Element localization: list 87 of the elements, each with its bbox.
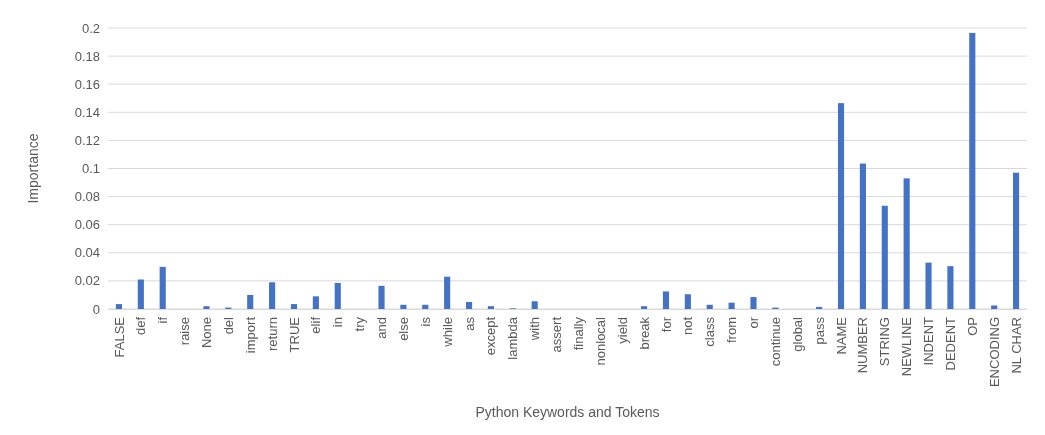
bar: [531, 301, 538, 309]
x-tick-label: except: [483, 316, 499, 356]
bar: [859, 163, 866, 309]
x-tick-label: def: [133, 316, 149, 336]
x-tick-label: lambda: [505, 316, 521, 360]
bar: [465, 301, 473, 309]
x-tick-label: assert: [549, 316, 565, 353]
x-tick-label: in: [330, 317, 346, 328]
x-tick-label: break: [636, 316, 652, 350]
y-tick-label: 0.04: [74, 245, 100, 261]
bar: [115, 304, 122, 309]
bar: [947, 266, 954, 309]
bar: [269, 282, 276, 309]
x-tick-label: import: [242, 316, 258, 354]
y-tick-label: 0: [92, 301, 100, 317]
x-tick-label: NL CHAR: [1008, 317, 1024, 374]
x-tick-label: NUMBER: [855, 317, 871, 374]
x-tick-label: if: [155, 316, 171, 324]
x-tick-label: finally: [570, 316, 586, 351]
x-tick-label: pass: [811, 316, 827, 345]
bar: [137, 279, 144, 309]
bar: [728, 302, 735, 309]
x-tick-label: nonlocal: [592, 316, 608, 366]
x-tick-label: global: [789, 316, 805, 352]
bar: [334, 283, 341, 309]
x-tick-label: for: [658, 316, 674, 333]
x-tick-label: return: [264, 317, 280, 351]
x-tick-label: not: [680, 316, 696, 336]
x-tick-label: STRING: [877, 317, 893, 367]
x-tick-label: continue: [767, 317, 783, 367]
bar: [662, 291, 670, 309]
x-tick-label: NEWLINE: [899, 316, 915, 377]
bar: [422, 304, 429, 309]
bar: [1013, 172, 1020, 309]
y-tick-label: 0.18: [74, 48, 100, 64]
x-tick-label: NAME: [833, 316, 849, 355]
y-axis-title: Importance: [25, 133, 41, 204]
x-tick-label: FALSE: [111, 316, 127, 358]
bar: [487, 306, 494, 309]
bar: [750, 297, 757, 309]
x-axis-title: Python Keywords and Tokens: [475, 404, 660, 420]
y-tick-label: 0.02: [74, 273, 100, 289]
y-tick-label: 0.16: [74, 76, 100, 92]
bar: [247, 294, 254, 309]
x-tick-label: with: [527, 317, 543, 342]
x-tick-label: or: [746, 316, 762, 329]
x-tick-label: DEDENT: [942, 316, 958, 371]
x-tick-label: INDENT: [921, 316, 937, 366]
x-tick-label: else: [395, 317, 411, 341]
y-tick-label: 0.14: [74, 104, 100, 120]
x-tick-label: None: [199, 317, 215, 349]
bar: [290, 304, 298, 309]
bar: [378, 285, 385, 309]
x-tick-label: try: [352, 316, 368, 332]
y-tick-label: 0.1: [81, 161, 100, 177]
y-tick-label: 0.12: [74, 132, 100, 148]
bar: [684, 294, 691, 309]
bar: [444, 276, 451, 309]
x-tick-label: is: [417, 316, 433, 327]
x-tick-label: from: [724, 317, 740, 343]
bar: [159, 266, 166, 309]
x-tick-label: yield: [614, 317, 630, 344]
bar: [925, 262, 932, 309]
y-tick-label: 0.08: [74, 189, 100, 205]
y-tick-label: 0.2: [81, 20, 100, 36]
bar: [903, 178, 910, 309]
bar: [641, 306, 648, 309]
bar: [969, 32, 976, 309]
x-tick-label: and: [374, 317, 390, 339]
x-tick-label: ENCODING: [986, 317, 1002, 388]
bar: [816, 306, 823, 309]
bar: [312, 296, 319, 309]
bar: [400, 304, 407, 309]
x-tick-label: as: [461, 316, 477, 331]
x-tick-label: OP: [964, 317, 980, 336]
y-tick-label: 0.06: [74, 217, 100, 233]
bar: [991, 305, 998, 309]
x-tick-label: raise: [177, 317, 193, 346]
x-tick-label: elif: [308, 316, 324, 334]
bar: [203, 306, 210, 309]
bar: [837, 103, 845, 309]
x-tick-label: del: [220, 316, 236, 335]
bar: [881, 205, 888, 309]
x-tick-label: while: [439, 317, 455, 348]
x-tick-label: TRUE: [286, 316, 302, 353]
bar: [706, 304, 713, 309]
x-tick-label: class: [702, 316, 718, 347]
